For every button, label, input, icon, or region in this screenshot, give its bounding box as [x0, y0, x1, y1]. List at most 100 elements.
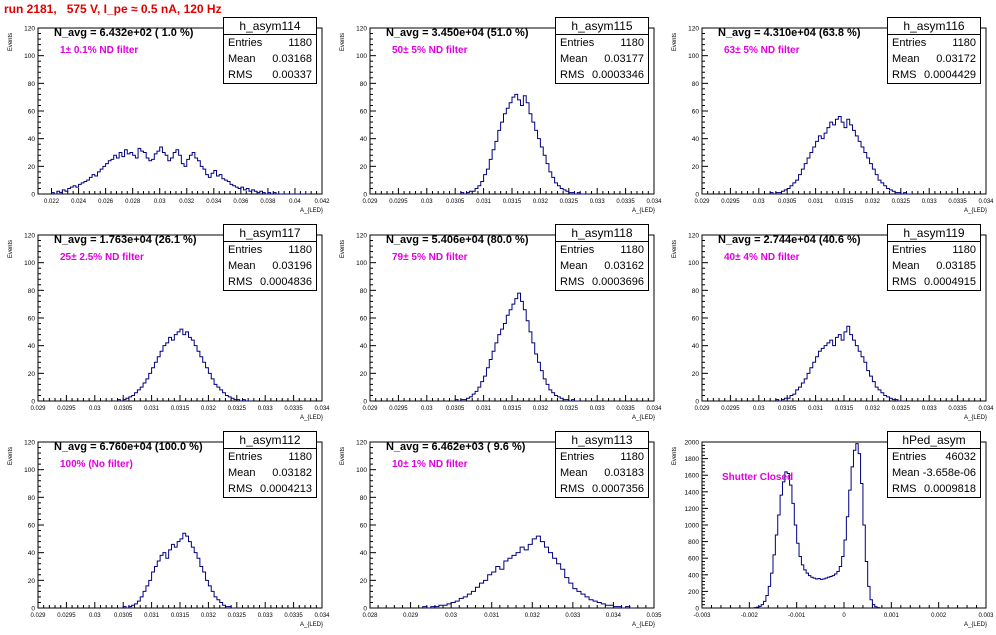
- x-tick-label: 0.03: [421, 406, 433, 412]
- y-tick-label: 40: [28, 136, 36, 143]
- y-tick-label: 20: [692, 164, 700, 171]
- y-tick-label: 1000: [685, 523, 700, 530]
- y-tick-label: 40: [692, 136, 700, 143]
- y-tick-label: 120: [688, 233, 699, 240]
- y-axis-label: Events: [672, 447, 678, 465]
- x-tick-label: 0.034: [646, 406, 662, 412]
- x-tick-label: 0.032: [201, 613, 217, 619]
- stats-key: RMS: [228, 69, 253, 81]
- histogram-svg: 0 20 40 60 80 100 120 0.029 0.0295 0.03 0.0305 0.03…: [672, 233, 994, 422]
- stats-box: h_asym115 Entries 1180 Mean 0.03177 RMS 0.0003…: [555, 17, 649, 84]
- stats-key: Entries: [228, 451, 263, 463]
- stats-box: h_asym117 Entries 1180 Mean 0.03196 RMS 0.0004…: [223, 224, 317, 291]
- x-tick-label: 0.031: [808, 406, 824, 412]
- y-tick-label: 20: [28, 371, 36, 378]
- x-tick-label: 0.0295: [721, 199, 740, 205]
- x-tick-label: 0.036: [233, 199, 249, 205]
- stats-value: 0.0004915: [924, 276, 976, 288]
- x-tick-label: 0.0315: [503, 406, 522, 412]
- histogram-pad-h_asym115: 0 20 40 60 80 100 120 0.029 0.0295 0.03 0.0305 0.03…: [332, 14, 664, 221]
- y-tick-label: 0: [31, 399, 35, 406]
- histogram-name: h_asym113: [556, 432, 648, 449]
- stats-row-rms: RMS 0.0004836: [224, 274, 316, 290]
- histogram-line: [122, 532, 237, 609]
- x-tick-label: -0.003: [693, 613, 711, 619]
- stats-row-mean: Mean 0.03196: [224, 258, 316, 274]
- x-tick-label: 0.034: [314, 406, 330, 412]
- stats-value: 0.03196: [272, 260, 312, 272]
- stats-key: Entries: [892, 451, 927, 463]
- histogram-name: h_asym116: [888, 18, 980, 35]
- stats-value: 0.0004213: [260, 483, 312, 495]
- stats-row-rms: RMS 0.0003346: [556, 67, 648, 83]
- stats-value: 1180: [288, 451, 312, 463]
- filter-label: 100% (No filter): [60, 459, 133, 470]
- histogram-name: h_asym117: [224, 225, 316, 242]
- histogram-name: h_asym118: [556, 225, 648, 242]
- histogram-svg: 0 200 400 600 800 1000 1200 1400 1600 1800 2000 -0.…: [672, 440, 994, 629]
- y-axis-label: Events: [340, 240, 346, 258]
- x-tick-label: 0.0305: [446, 406, 465, 412]
- x-tick-label: 0.03: [89, 406, 101, 412]
- x-tick-label: 0.03: [753, 406, 765, 412]
- x-tick-label: 0.0325: [228, 613, 247, 619]
- stats-row-entries: Entries 1180: [224, 449, 316, 465]
- stats-value: 0.03168: [272, 53, 312, 65]
- x-tick-label: 0.0315: [835, 406, 854, 412]
- stats-box: h_asym114 Entries 1180 Mean 0.03168 RMS 0.0033…: [223, 17, 317, 84]
- x-tick-label: 0.001: [884, 613, 900, 619]
- y-axis-label: Events: [8, 33, 14, 51]
- stats-value: 1180: [952, 37, 976, 49]
- y-tick-label: 100: [356, 53, 367, 60]
- histogram-line: [775, 325, 904, 402]
- stats-row-entries: Entries 1180: [556, 449, 648, 465]
- stats-value: 1180: [952, 244, 976, 256]
- y-tick-label: 120: [356, 233, 367, 240]
- stats-box: h_asym118 Entries 1180 Mean 0.03162 RMS 0.0003…: [555, 224, 649, 291]
- stats-value: 0.03183: [604, 467, 644, 479]
- x-tick-label: 0.029: [362, 406, 378, 412]
- y-tick-label: 100: [24, 53, 35, 60]
- x-axis-label: A_{LED}: [632, 208, 655, 214]
- y-tick-label: 0: [695, 399, 699, 406]
- stats-key: Entries: [892, 244, 927, 256]
- y-axis-label: Events: [340, 33, 346, 51]
- stats-value: 0.03162: [604, 260, 644, 272]
- filter-label: 50± 5% ND filter: [392, 45, 468, 56]
- x-tick-label: 0.033: [258, 613, 274, 619]
- histogram-line: [460, 93, 589, 195]
- histogram-line: [422, 535, 634, 609]
- stats-value: 0.03177: [604, 53, 644, 65]
- y-tick-label: 80: [28, 495, 36, 502]
- histogram-pad-h_asym113: 0 20 40 60 80 100 120 0.028 0.029 0.03 0.031 0.032 0…: [332, 428, 664, 635]
- stats-key: Mean: [560, 467, 588, 479]
- y-tick-label: 40: [692, 343, 700, 350]
- histogram-svg: 0 20 40 60 80 100 120 0.029 0.0295 0.03 0.0305 0.03…: [8, 233, 330, 422]
- page-title: run 2181, 575 V, I_pe ≈ 0.5 nA, 120 Hz: [4, 2, 222, 16]
- stats-key: RMS: [560, 69, 585, 81]
- stats-row-entries: Entries 1180: [224, 242, 316, 258]
- y-tick-label: 40: [360, 343, 368, 350]
- n-avg-label: N_avg = 1.763e+04 (26.1 %): [54, 234, 197, 246]
- y-tick-label: 120: [356, 440, 367, 447]
- y-tick-label: 0: [363, 399, 367, 406]
- y-tick-label: 60: [692, 316, 700, 323]
- histogram-line: [454, 292, 581, 402]
- y-tick-label: 120: [24, 233, 35, 240]
- x-tick-label: 0.0315: [503, 199, 522, 205]
- n-avg-label: N_avg = 5.406e+04 (80.0 %): [386, 234, 529, 246]
- x-tick-label: 0.034: [314, 613, 330, 619]
- histogram-pad-h_asym114: 0 20 40 60 80 100 120 0.022 0.024 0.026 0.028 0.03 0…: [0, 14, 332, 221]
- y-axis-label: Events: [8, 240, 14, 258]
- x-tick-label: 0.032: [533, 199, 549, 205]
- stats-row-mean: Mean -3.658e-06: [888, 465, 980, 481]
- histogram-pad-h_asym117: 0 20 40 60 80 100 120 0.029 0.0295 0.03 0.0305 0.03…: [0, 221, 332, 428]
- histogram-line: [51, 146, 309, 195]
- x-tick-label: 0.029: [694, 199, 710, 205]
- y-tick-label: 60: [360, 523, 368, 530]
- x-tick-label: 0.0305: [446, 199, 465, 205]
- stats-row-entries: Entries 1180: [556, 35, 648, 51]
- x-tick-label: 0.0295: [57, 406, 76, 412]
- y-tick-label: 120: [356, 26, 367, 33]
- y-tick-label: 60: [28, 109, 36, 116]
